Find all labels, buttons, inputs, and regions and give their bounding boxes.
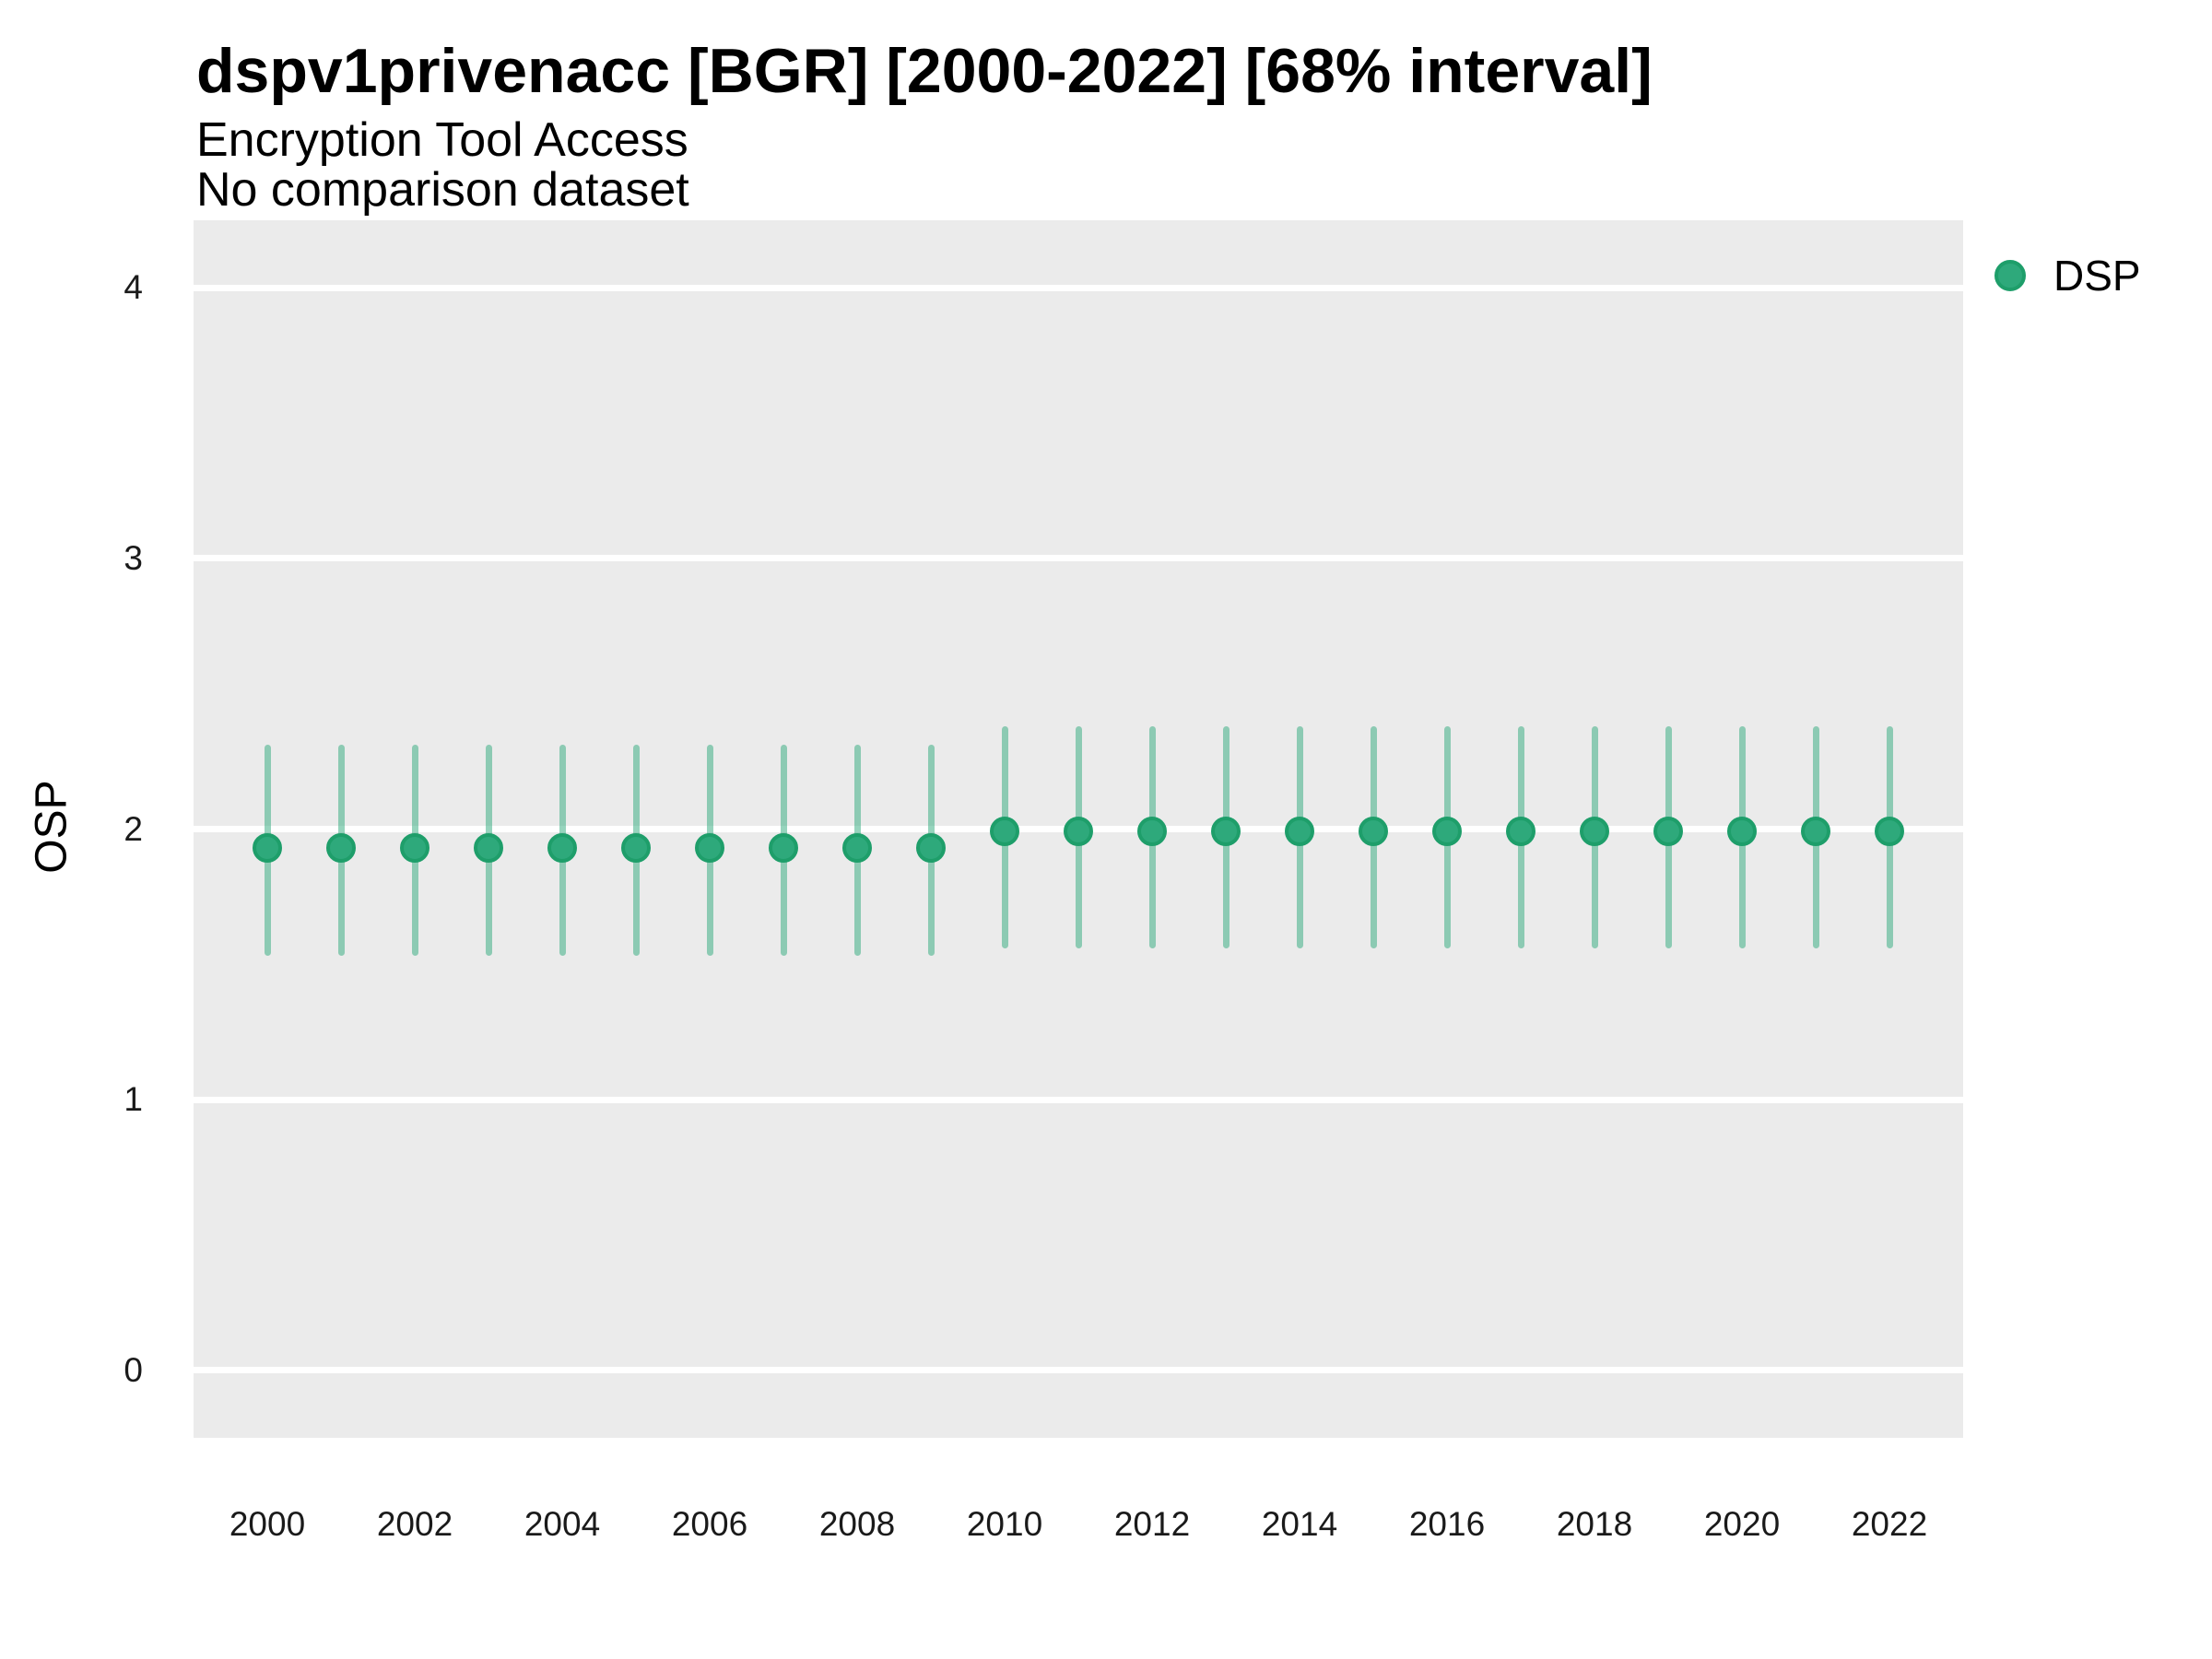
data-point-2000 — [253, 833, 282, 864]
y-tick-label-0: 0 — [124, 1350, 143, 1389]
data-point-2015 — [1359, 817, 1388, 847]
data-point-2022 — [1875, 817, 1904, 847]
data-point-2008 — [842, 833, 872, 864]
data-point-2005 — [621, 833, 651, 864]
y-tick-label-3: 3 — [124, 538, 143, 577]
legend-dsp-swatch-icon — [1994, 260, 2026, 291]
plot-area — [194, 220, 1963, 1438]
data-point-2011 — [1064, 817, 1093, 847]
y-tick-label-4: 4 — [124, 268, 143, 307]
data-point-2013 — [1211, 817, 1241, 847]
legend: DSP — [1994, 252, 2141, 300]
data-point-2009 — [916, 833, 946, 864]
data-point-2014 — [1285, 817, 1314, 847]
gridline-y-1 — [194, 1096, 1963, 1103]
x-tick-label-2014: 2014 — [1261, 1505, 1338, 1543]
chart-title: dspv1privenacc [BGR] [2000-2022] [68% in… — [196, 36, 1653, 106]
data-point-2012 — [1137, 817, 1167, 847]
x-tick-label-2008: 2008 — [818, 1505, 896, 1543]
data-point-2002 — [400, 833, 429, 864]
x-tick-label-2022: 2022 — [1851, 1505, 1928, 1543]
x-tick-label-2004: 2004 — [524, 1505, 601, 1543]
x-tick-label-2016: 2016 — [1408, 1505, 1486, 1543]
x-tick-label-2006: 2006 — [671, 1505, 748, 1543]
gridline-y-4 — [194, 284, 1963, 291]
data-point-2021 — [1801, 817, 1830, 847]
data-point-2020 — [1727, 817, 1757, 847]
y-axis-title: OSP — [27, 780, 76, 874]
comparison-note: No comparison dataset — [196, 163, 689, 217]
x-tick-label-2020: 2020 — [1703, 1505, 1781, 1543]
x-tick-label-2018: 2018 — [1556, 1505, 1633, 1543]
data-point-2018 — [1580, 817, 1609, 847]
data-point-2006 — [695, 833, 724, 864]
data-point-2019 — [1653, 817, 1683, 847]
data-point-2004 — [547, 833, 577, 864]
data-point-2010 — [990, 817, 1019, 847]
data-point-2003 — [474, 833, 503, 864]
x-tick-label-2012: 2012 — [1113, 1505, 1191, 1543]
data-point-2007 — [769, 833, 798, 864]
data-point-2017 — [1506, 817, 1535, 847]
gridline-y-3 — [194, 555, 1963, 562]
data-point-2016 — [1432, 817, 1462, 847]
x-tick-label-2000: 2000 — [229, 1505, 306, 1543]
y-tick-label-2: 2 — [124, 809, 143, 848]
chart-subtitle: Encryption Tool Access — [196, 113, 688, 167]
gridline-y-0 — [194, 1367, 1963, 1374]
legend-dsp-label: DSP — [2053, 252, 2141, 300]
x-tick-label-2002: 2002 — [376, 1505, 453, 1543]
y-tick-label-1: 1 — [124, 1080, 143, 1119]
data-point-2001 — [326, 833, 356, 864]
x-tick-label-2010: 2010 — [966, 1505, 1043, 1543]
